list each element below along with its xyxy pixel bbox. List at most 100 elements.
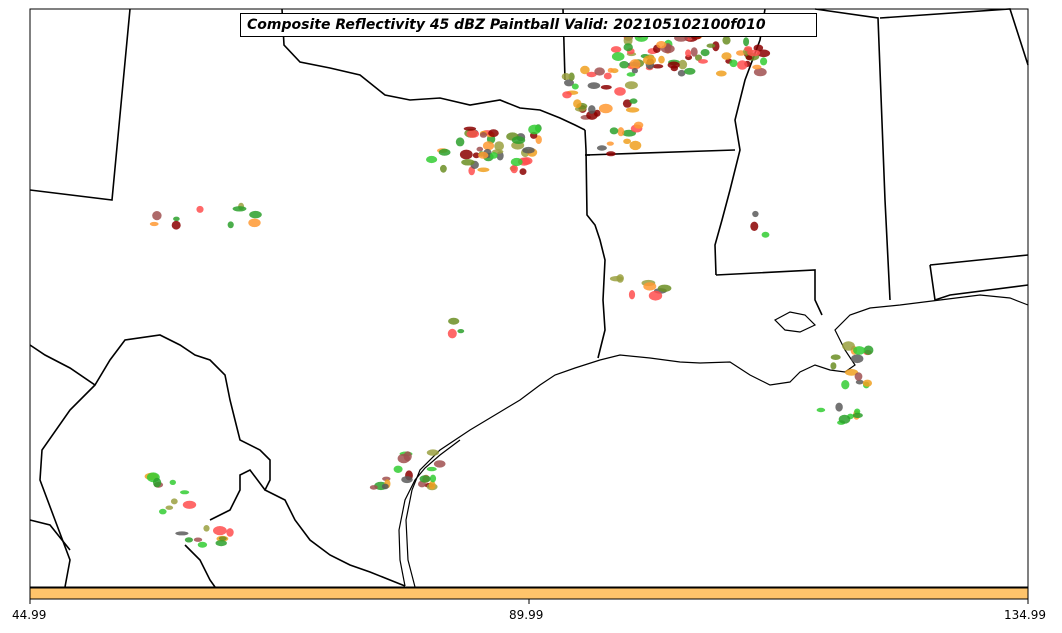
paintball-blob: [854, 372, 863, 381]
paintball-blob: [685, 49, 692, 58]
paintball-blob: [737, 60, 748, 70]
coastline: [398, 294, 1029, 588]
paintball-blob: [706, 43, 716, 48]
paintball-blob: [227, 221, 234, 229]
paintball-blob: [729, 59, 738, 68]
paintball-blob: [226, 528, 234, 537]
paintball-blob: [448, 317, 460, 325]
colorbar-tick-min: 44.99: [12, 608, 47, 622]
paintball-blob: [215, 540, 227, 547]
paintball-blob: [440, 164, 447, 173]
map-frame: [29, 8, 1029, 588]
paintball-blob: [631, 68, 639, 74]
paintball-blob: [670, 65, 678, 72]
paintball-blob: [197, 541, 208, 548]
paintball-blob: [862, 379, 873, 387]
paintball-blob: [580, 65, 590, 75]
paintball-blob: [519, 168, 527, 176]
paintball-blob: [610, 46, 622, 53]
paintball-blob: [743, 37, 750, 47]
paintball-blob: [700, 49, 710, 57]
paintball-blob: [753, 67, 767, 77]
paintball-blob: [461, 159, 475, 166]
paintball-blob: [625, 107, 640, 113]
paintball-blob: [419, 475, 431, 483]
paintball-blob: [472, 152, 480, 159]
paintball-blob: [863, 345, 874, 355]
paintball-blob: [403, 451, 412, 462]
paintball-blob: [690, 47, 698, 57]
paintball-blob: [429, 474, 437, 483]
paintball-blob: [447, 328, 457, 339]
paintball-blob: [488, 129, 499, 138]
paintball-blob: [611, 52, 625, 61]
paintball-blob: [658, 55, 665, 64]
paintball-blob: [629, 59, 641, 69]
paintball-blob: [153, 477, 162, 488]
paintball-blob: [149, 221, 159, 227]
paintball-blob: [617, 127, 625, 137]
paintball-blob: [459, 149, 473, 160]
paintball-blob: [586, 71, 597, 78]
paintball-blob: [753, 44, 764, 52]
paintball-blob: [816, 407, 826, 413]
paintball-blob: [393, 465, 403, 473]
paintball-blob: [213, 526, 227, 536]
paintball-blob: [571, 83, 579, 90]
paintball-blob: [622, 129, 636, 137]
paintball-blob: [433, 460, 446, 468]
paintball-blob: [203, 525, 210, 532]
paintball-blob: [564, 79, 574, 87]
paintball-blob: [175, 531, 189, 536]
paintball-blob: [588, 105, 596, 114]
paintball-blob: [606, 151, 616, 157]
paintball-blob: [715, 70, 727, 77]
paintball-blob: [170, 498, 178, 505]
paintball-blob: [838, 414, 851, 424]
paintball-blob: [494, 141, 504, 151]
paintball-blob: [455, 137, 465, 147]
paintball-blob: [587, 82, 601, 89]
paintball-blob: [152, 211, 162, 221]
paintball-blob: [561, 73, 571, 80]
paintball-blob: [522, 146, 535, 154]
paintball-blob: [623, 138, 631, 144]
paintball-blob: [757, 49, 771, 58]
paintball-blob: [841, 380, 850, 390]
paintball-blob: [180, 490, 190, 495]
paintball-blob: [684, 67, 696, 75]
paintball-blob: [586, 110, 598, 120]
paintball-blob: [426, 466, 437, 472]
colorbar: [29, 587, 1029, 600]
map-title: Composite Reflectivity 45 dBZ Paintball …: [240, 13, 817, 37]
paintball-blob: [851, 354, 864, 364]
paintball-blob: [510, 164, 518, 174]
paintball-blob: [629, 98, 638, 104]
paintball-blob: [830, 354, 841, 361]
paintball-blob: [428, 480, 436, 490]
paintball-blob: [426, 449, 439, 456]
paintball-blob: [844, 369, 859, 376]
paintball-blob: [600, 85, 612, 90]
paintball-blob: [182, 500, 197, 509]
paintball-blob: [248, 218, 261, 228]
paintball-blob: [482, 141, 495, 151]
paintball-blob: [619, 60, 629, 69]
colorbar-tick-max: 134.99: [1004, 608, 1046, 622]
paintball-blob: [712, 41, 720, 52]
paintball-blob: [479, 132, 487, 138]
paintball-blob: [218, 536, 227, 541]
paintball-reflectivity-layer: [144, 32, 874, 548]
paintball-blob: [171, 220, 181, 230]
paintball-blob: [633, 121, 644, 129]
paintball-blob: [652, 64, 664, 69]
paintball-blob: [249, 210, 262, 219]
paintball-blob: [232, 206, 247, 212]
paintball-blob: [855, 379, 864, 385]
paintball-blob: [369, 485, 378, 490]
paintball-blob: [852, 412, 863, 418]
paintball-blob: [562, 91, 572, 99]
paintball-blob: [761, 231, 770, 238]
paintball-blob: [698, 59, 708, 64]
